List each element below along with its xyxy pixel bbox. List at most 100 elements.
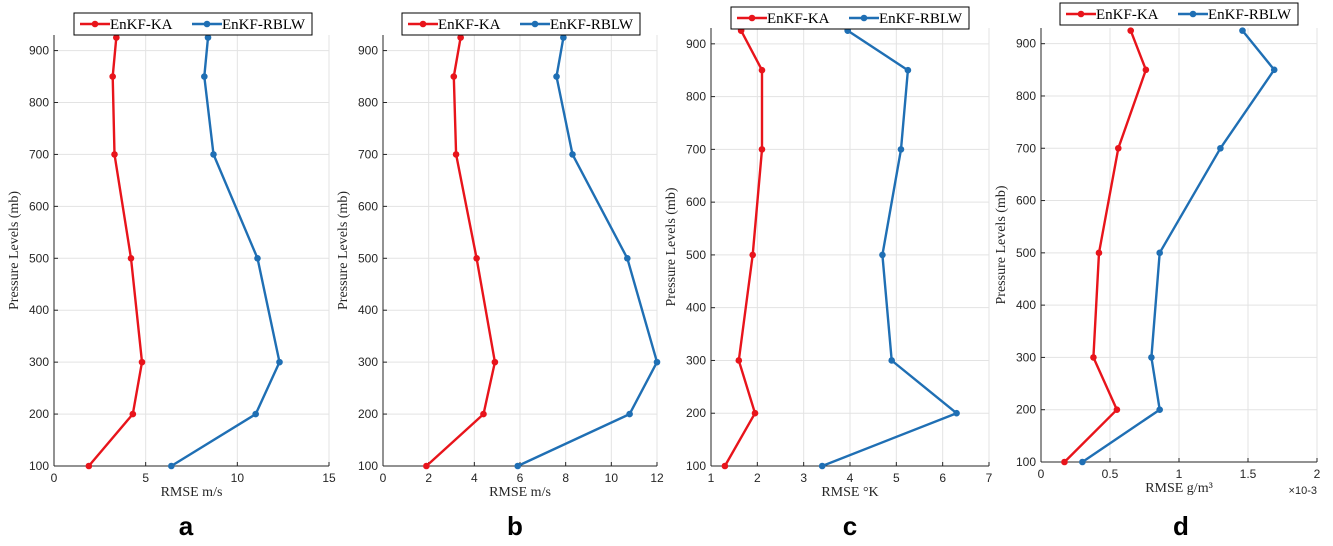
data-point: [113, 34, 120, 41]
data-point: [254, 254, 261, 262]
legend-marker: [748, 14, 756, 22]
series-line-enkf-ka: [87, 37, 144, 467]
x-tick-label: 1: [708, 471, 715, 485]
legend-marker: [419, 20, 427, 28]
data-point: [85, 462, 93, 470]
data-point: [1127, 27, 1134, 34]
legend-marker: [1077, 10, 1085, 18]
legend-marker: [531, 20, 539, 28]
x-tick-label: 10: [231, 471, 245, 485]
data-point: [473, 254, 480, 262]
data-point: [1217, 144, 1224, 152]
data-point: [735, 357, 743, 364]
panel-a: 0 5 10 15 100 200 300 400 500 600 700 800 900 RMSE m/…: [7, 12, 336, 541]
data-point: [1270, 66, 1278, 74]
data-point: [1090, 354, 1097, 361]
y-tick-label: 700: [686, 142, 706, 156]
legend-marker: [1189, 10, 1197, 18]
x-exponent-label: ×10-3: [1289, 485, 1317, 497]
x-tick-label: 6: [517, 471, 524, 485]
data-point: [457, 34, 464, 41]
y-tick-label: 800: [29, 96, 49, 110]
data-point: [569, 151, 576, 158]
data-point: [109, 73, 116, 80]
y-tick-label: 200: [29, 407, 49, 421]
data-point: [168, 462, 175, 470]
data-point: [888, 357, 895, 364]
y-tick-label: 500: [358, 251, 378, 265]
data-point: [127, 254, 135, 262]
panel-letter: c: [843, 511, 857, 541]
y-axis-label: Pressure Levels (mb): [664, 187, 679, 306]
legend-marker: [91, 20, 99, 28]
x-tick-label: 4: [471, 471, 478, 485]
y-tick-label: 400: [1016, 298, 1036, 312]
data-point: [210, 151, 217, 158]
data-point: [1113, 406, 1121, 414]
panel-letter: b: [507, 511, 523, 541]
y-tick-label: 100: [1016, 455, 1036, 469]
y-tick-label: 500: [1016, 246, 1036, 260]
x-tick-label: 4: [847, 471, 854, 485]
y-tick-label: 300: [1016, 350, 1036, 364]
x-tick-label: 7: [986, 471, 993, 485]
y-axis-label: Pressure Levels (mb): [7, 191, 22, 310]
data-point: [758, 66, 766, 74]
y-tick-label: 500: [686, 248, 706, 262]
y-tick-label: 800: [1016, 89, 1036, 103]
data-point: [129, 410, 137, 418]
legend-label-enkf-rblw: EnKF-RBLW: [550, 17, 634, 33]
data-point: [450, 73, 458, 80]
x-tick-label: 10: [605, 471, 619, 485]
x-tick-label: 8: [562, 471, 569, 485]
y-tick-label: 500: [29, 251, 49, 265]
data-point: [204, 34, 212, 41]
y-tick-label: 100: [358, 459, 378, 473]
x-tick-label: 15: [322, 471, 336, 485]
y-axis-label: Pressure Levels (mb): [336, 191, 351, 310]
x-tick-label: 0: [1038, 467, 1045, 481]
series-line-enkf-rblw: [170, 37, 281, 468]
legend-label-enkf-ka: EnKF-KA: [110, 17, 173, 33]
series-line-enkf-ka: [425, 37, 497, 467]
legend: EnKF-KA EnKF-RBLW: [1059, 2, 1299, 26]
y-tick-label: 700: [29, 147, 49, 161]
data-point: [252, 410, 259, 418]
data-point: [452, 151, 460, 158]
data-point: [423, 462, 430, 470]
x-tick-label: 2: [754, 471, 761, 485]
x-tick-label: 0.5: [1102, 467, 1119, 481]
data-point: [879, 251, 886, 259]
y-tick-label: 200: [1016, 403, 1036, 417]
data-point: [751, 409, 759, 417]
series-line-enkf-ka: [1063, 30, 1148, 463]
data-point: [818, 462, 826, 470]
y-tick-label: 800: [358, 96, 378, 110]
data-point: [1095, 249, 1103, 257]
legend: EnKF-KA EnKF-RBLW: [730, 6, 970, 30]
x-axis-label: RMSE g/m³: [1145, 481, 1213, 496]
y-tick-label: 900: [358, 44, 378, 58]
y-tick-label: 900: [29, 44, 49, 58]
legend-marker: [860, 14, 868, 22]
x-tick-label: 0: [51, 471, 58, 485]
y-tick-label: 100: [29, 459, 49, 473]
data-point: [480, 410, 487, 418]
x-tick-label: 1: [1176, 467, 1183, 481]
legend-label-enkf-ka: EnKF-KA: [438, 17, 501, 33]
data-point: [560, 34, 567, 41]
y-tick-label: 800: [686, 90, 706, 104]
data-point: [1079, 458, 1086, 466]
y-tick-label: 300: [358, 355, 378, 369]
legend-label-enkf-ka: EnKF-KA: [1096, 7, 1159, 23]
legend-label-enkf-rblw: EnKF-RBLW: [879, 11, 963, 27]
data-point: [1142, 66, 1150, 74]
data-point: [624, 254, 631, 262]
legend: EnKF-KA EnKF-RBLW: [401, 12, 641, 36]
y-tick-label: 600: [1016, 194, 1036, 208]
data-point: [1239, 27, 1246, 34]
series-line-enkf-ka: [723, 30, 764, 467]
data-point: [653, 358, 661, 366]
data-point: [1156, 406, 1163, 414]
